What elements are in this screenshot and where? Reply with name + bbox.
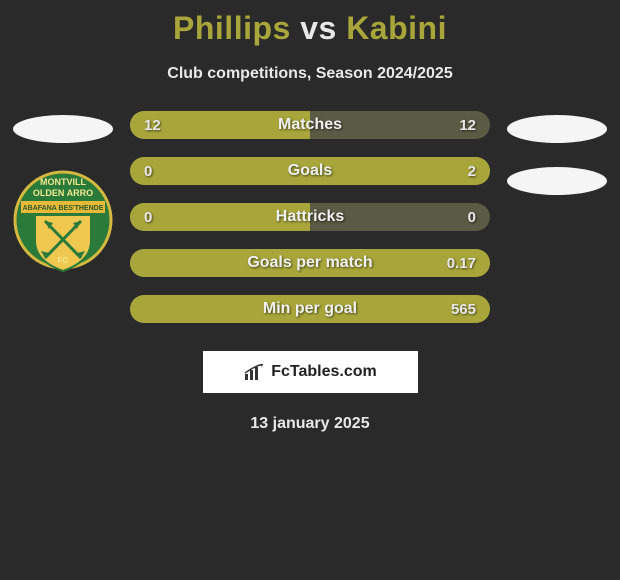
logo-fc-text: FC	[58, 256, 69, 265]
player1-club-logo: MONTVILL OLDEN ARRO ABAFANA BES'THENDE F…	[13, 163, 113, 278]
page-title: Phillips vs Kabini	[0, 0, 620, 47]
chart-icon	[243, 364, 265, 380]
subtitle: Club competitions, Season 2024/2025	[0, 65, 620, 83]
player2-photo-placeholder	[507, 115, 607, 143]
stat-left-value: 0	[144, 163, 152, 180]
stat-right-value: 0.17	[447, 255, 476, 272]
stat-bar: 12 Matches 12	[130, 111, 490, 139]
stat-label: Goals	[288, 162, 332, 180]
stat-bar: Min per goal 565	[130, 295, 490, 323]
stat-left-value: 0	[144, 209, 152, 226]
player2-club-placeholder	[507, 167, 607, 195]
logo-band-text: ABAFANA BES'THENDE	[23, 205, 104, 212]
stat-label: Goals per match	[247, 254, 372, 272]
golden-arrows-badge: MONTVILL OLDEN ARRO ABAFANA BES'THENDE F…	[13, 163, 113, 278]
stat-right-value: 12	[459, 117, 476, 134]
player2-name: Kabini	[346, 10, 447, 46]
source-badge: FcTables.com	[203, 351, 418, 393]
source-text: FcTables.com	[271, 363, 377, 381]
stats-section: MONTVILL OLDEN ARRO ABAFANA BES'THENDE F…	[0, 111, 620, 323]
date-text: 13 january 2025	[0, 415, 620, 433]
stat-label: Hattricks	[276, 208, 344, 226]
stat-bars: 12 Matches 12 0 Goals 2 0 Hattricks 0 Goals per m…	[130, 111, 490, 323]
stat-right-value: 2	[468, 163, 476, 180]
stat-label: Matches	[278, 116, 342, 134]
stat-right-value: 0	[468, 209, 476, 226]
stat-bar: Goals per match 0.17	[130, 249, 490, 277]
vs-text: vs	[300, 10, 337, 46]
player1-photo-placeholder	[13, 115, 113, 143]
logo-top-text: MONTVILL	[40, 177, 86, 187]
left-column: MONTVILL OLDEN ARRO ABAFANA BES'THENDE F…	[8, 111, 118, 278]
stat-label: Min per goal	[263, 300, 357, 318]
stat-right-value: 565	[451, 301, 476, 318]
stat-bar: 0 Hattricks 0	[130, 203, 490, 231]
comparison-card: Phillips vs Kabini Club competitions, Se…	[0, 0, 620, 433]
stat-bar: 0 Goals 2	[130, 157, 490, 185]
right-column	[502, 111, 612, 195]
stat-left-value: 12	[144, 117, 161, 134]
player1-name: Phillips	[173, 10, 291, 46]
logo-mid-text: OLDEN ARRO	[33, 188, 93, 198]
